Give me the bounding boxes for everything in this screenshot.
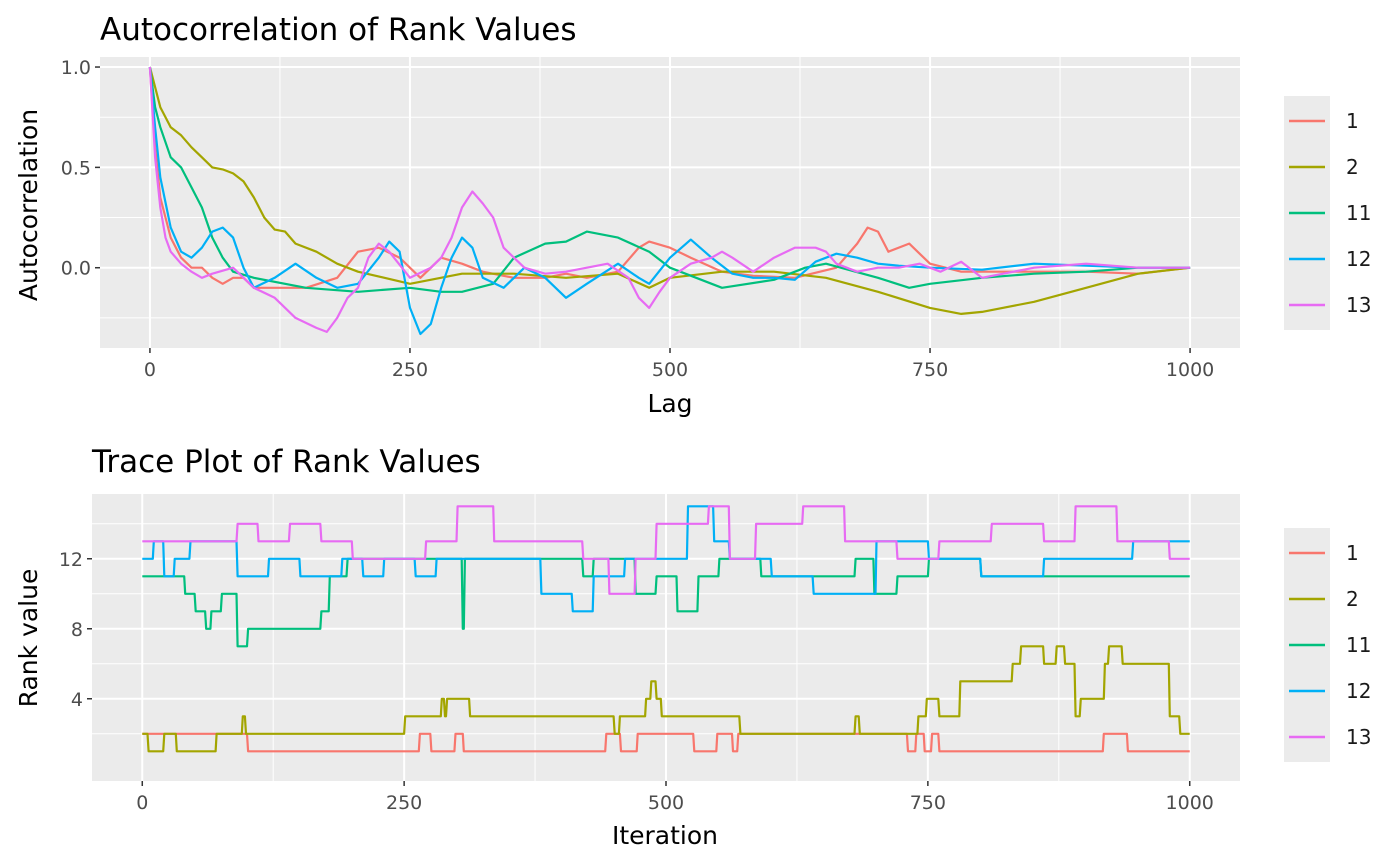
acf-y-axis-title: Autocorrelation [14, 109, 43, 301]
acf-x-tick-label: 250 [392, 359, 428, 381]
acf-legend-label: 11 [1346, 201, 1371, 225]
acf-y-tick-label: 0.0 [61, 258, 91, 280]
trace-x-tick-label: 1000 [1166, 792, 1214, 814]
trace-x-tick-label: 0 [136, 792, 148, 814]
trace-y-axis-title: Rank value [14, 569, 43, 708]
trace-series-2-line [142, 645, 1190, 753]
trace-x-axis-title: Iteration [612, 821, 718, 850]
acf-series-11-line [148, 66, 1191, 293]
trace-legend-label: 1 [1346, 541, 1359, 565]
trace-legend-label: 2 [1346, 587, 1359, 611]
acf-x-tick-label: 500 [652, 359, 688, 381]
trace-plot-panel: 0 250 500 750 1000 4 8 12 [59, 494, 1240, 814]
trace-series-12-line [142, 505, 1190, 613]
trace-x-tick-label: 250 [386, 792, 422, 814]
acf-series-13-line [148, 66, 1191, 333]
trace-y-tick-label: 4 [71, 689, 83, 711]
trace-y-tick-label: 8 [71, 619, 83, 641]
trace-series-13-line [142, 505, 1190, 595]
acf-series-12-line [148, 66, 1191, 336]
trace-y-tick-label: 12 [59, 549, 83, 571]
acf-legend-label: 12 [1346, 247, 1371, 271]
acf-plot-panel: 0 250 500 750 1000 0.0 0.5 1.0 [61, 57, 1240, 381]
acf-x-tick-label: 750 [912, 359, 948, 381]
acf-legend-label: 13 [1346, 293, 1371, 317]
acf-series-2-line [148, 66, 1191, 315]
acf-y-tick-label: 1.0 [61, 57, 91, 79]
trace-legend-label: 13 [1346, 725, 1371, 749]
acf-x-tick-label: 0 [144, 359, 156, 381]
acf-y-tick-label: 0.5 [61, 157, 91, 179]
trace-legend-label: 12 [1346, 679, 1371, 703]
trace-chart-title: Trace Plot of Rank Values [91, 444, 481, 480]
acf-legend-label: 2 [1346, 155, 1359, 179]
trace-x-tick-label: 500 [648, 792, 684, 814]
acf-x-tick-label: 1000 [1166, 359, 1214, 381]
acf-x-axis-title: Lag [647, 389, 692, 418]
trace-series-11-line [142, 557, 1190, 648]
acf-legend-label: 1 [1346, 109, 1359, 133]
trace-series-1-line [142, 732, 1190, 753]
trace-legend-label: 11 [1346, 633, 1371, 657]
acf-chart-title: Autocorrelation of Rank Values [100, 12, 577, 48]
trace-x-tick-label: 750 [910, 792, 946, 814]
